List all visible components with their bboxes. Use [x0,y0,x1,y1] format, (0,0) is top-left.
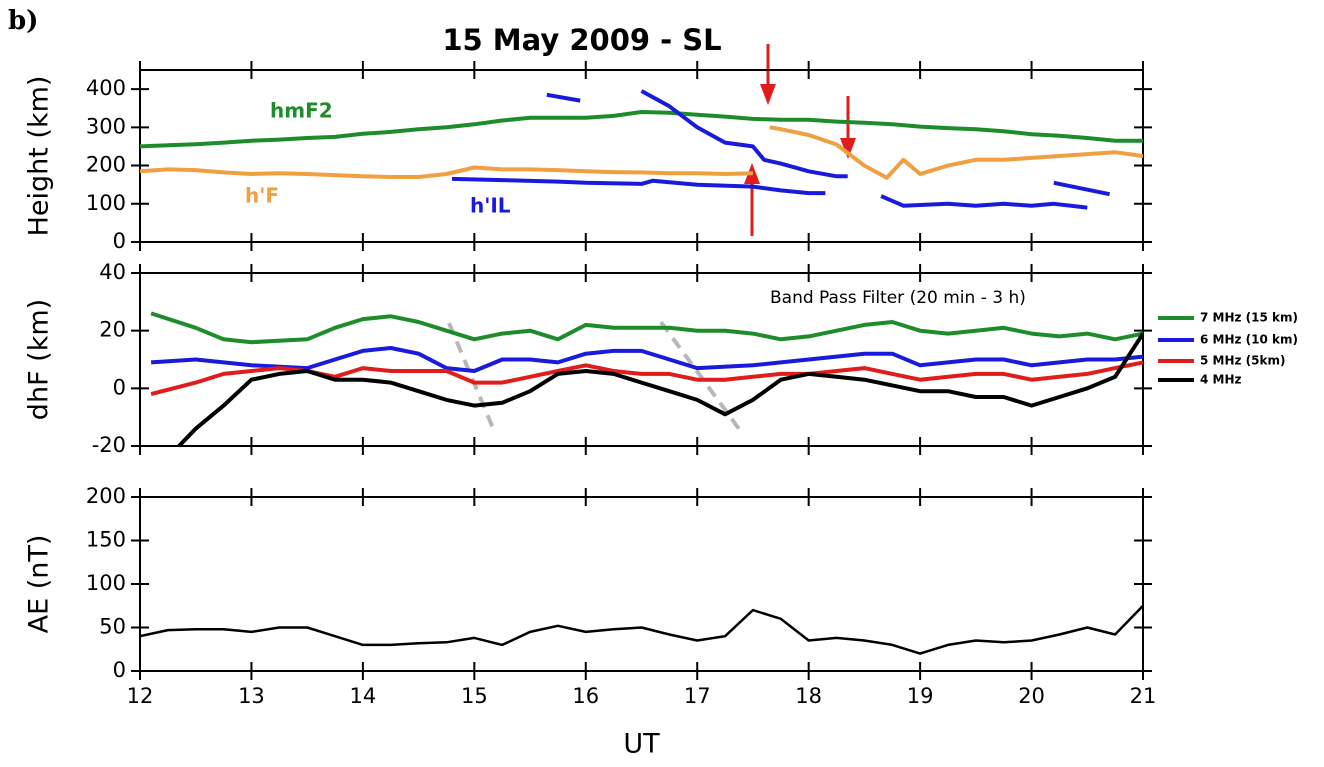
x-tick-label: 15 [461,684,488,708]
x-tick-label: 18 [795,684,822,708]
legend-label: 4 MHz [1200,373,1242,387]
legend-label: 7 MHz (15 km) [1200,311,1298,325]
series-label: hmF2 [270,99,333,123]
y-tick-label: 200 [86,153,126,177]
series-line [140,604,1143,655]
panel-label: b) [8,6,38,36]
y-axis-label: Height (km) [24,76,55,237]
series-line [177,332,1143,448]
series-line [150,346,1143,373]
x-tick-label: 17 [684,684,711,708]
chart-title: 15 May 2009 - SL [442,23,721,57]
x-tick-label: 14 [350,684,377,708]
plot-area [140,604,1143,655]
series-label: h'F [245,184,279,208]
series-line [140,125,1143,180]
y-tick-label: 50 [99,615,126,639]
y-tick-label: 0 [113,229,126,253]
series-line [451,89,1111,210]
series-label: h'IL [470,194,511,218]
x-tick-label: 20 [1018,684,1045,708]
series-line [150,311,1143,345]
y-axis-label: AE (nT) [24,535,55,634]
y-tick-label: 40 [99,260,126,284]
plot-area [140,89,1143,210]
y-tick-label: 20 [99,318,126,342]
red-arrows [744,44,856,236]
y-axis-label: dhF (km) [24,299,55,420]
x-tick-label: 21 [1130,684,1157,708]
phase-lines [447,320,744,435]
y-tick-label: -20 [92,433,126,457]
y-tick-label: 150 [86,528,126,552]
y-tick-label: 300 [86,114,126,138]
annotation: Band Pass Filter (20 min - 3 h) [770,288,1026,308]
y-tick-label: 100 [86,191,126,215]
x-axis-label: UT [623,729,660,760]
legend-label: 6 MHz (10 km) [1200,333,1298,347]
y-tick-label: 200 [86,484,126,508]
x-tick-label: 13 [238,684,265,708]
plot-area [150,311,1143,448]
x-tick-label: 19 [907,684,934,708]
legend-label: 5 MHz (5km) [1200,354,1285,368]
x-tick-label: 16 [572,684,599,708]
y-tick-label: 400 [86,76,126,100]
series-line [150,360,1143,397]
x-tick-label: 12 [127,684,154,708]
y-tick-label: 100 [86,571,126,595]
y-tick-label: 0 [113,375,126,399]
y-tick-label: 0 [113,658,126,682]
series-line [140,110,1143,149]
